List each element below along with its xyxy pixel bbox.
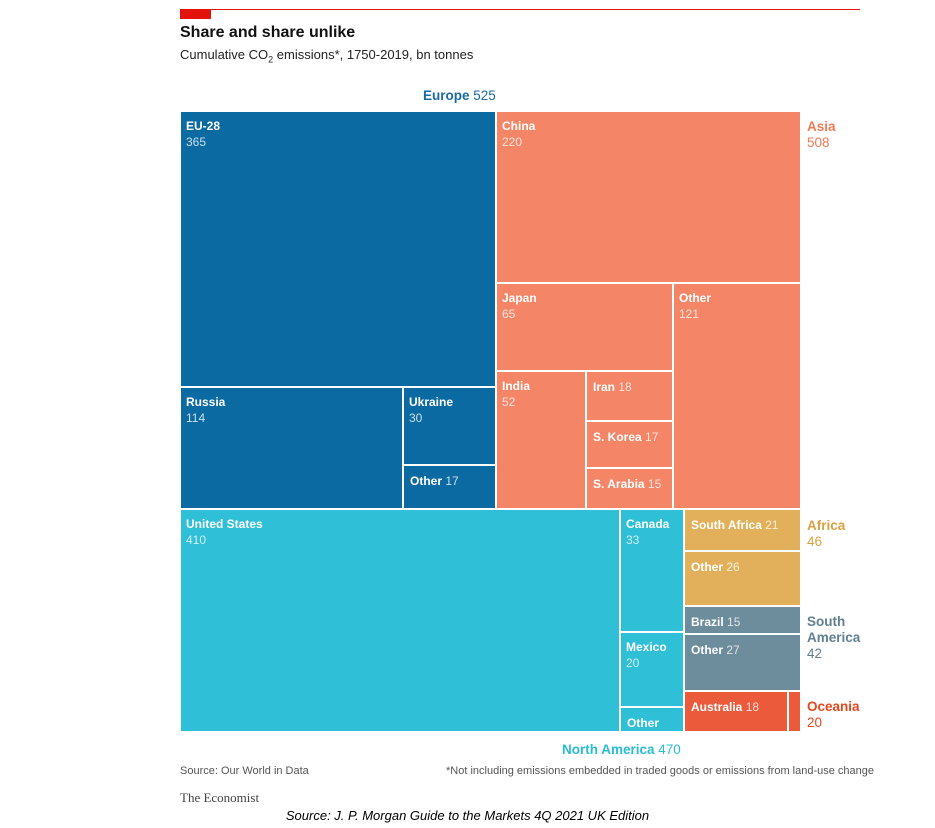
cell-asia-india (495, 370, 587, 510)
cell-asia-s-korea (585, 420, 674, 469)
cell-value-north-america-mexico: 20 (626, 656, 640, 670)
cell-label-africa-other: Other 26 (691, 560, 740, 574)
cell-value-north-america-canada: 33 (626, 533, 640, 547)
cell-value-south-america-brazil: 15 (724, 615, 741, 629)
cell-label-north-america-united-states: United States (186, 517, 263, 531)
cell-asia-s-arabia (585, 467, 674, 510)
cell-label-asia-india: India (502, 379, 530, 393)
cell-oceania-other (787, 690, 802, 733)
cell-label-asia-s-arabia: S. Arabia 15 (593, 477, 662, 491)
chart-title: Share and share unlike (180, 24, 356, 41)
cell-label-south-america-other: Other 27 (691, 643, 740, 657)
red-tag-accent (180, 9, 211, 19)
cell-label-asia-iran: Iran 18 (593, 380, 632, 394)
cell-value-asia-other: 121 (679, 307, 699, 321)
cell-value-europe-ukraine: 30 (409, 411, 423, 425)
subtitle-rest: emissions*, 1750-2019, bn tonnes (273, 47, 474, 62)
region-value-oceania: 20 (807, 715, 822, 730)
cell-label-asia-china: China (502, 119, 536, 133)
cell-value-europe-other: 17 (442, 474, 459, 488)
region-value-north-america: 470 (655, 742, 681, 757)
brand-wordmark: The Economist (180, 790, 260, 805)
cell-label-africa-south-africa: South Africa 21 (691, 518, 779, 532)
cell-label-europe-other: Other 17 (410, 474, 459, 488)
region-label-north-america: North America 470 (562, 742, 681, 757)
cell-europe-eu-28 (179, 110, 497, 388)
region-value-europe: 525 (470, 88, 496, 103)
cell-label-asia-japan: Japan (502, 291, 537, 305)
cell-asia-other (672, 282, 802, 510)
cell-south-america-other (683, 633, 802, 692)
cell-label-oceania-australia: Australia 18 (691, 700, 759, 714)
region-label-oceania: Oceania (807, 699, 860, 714)
region-label-asia: Asia (807, 119, 836, 134)
region-value-africa: 46 (807, 534, 822, 549)
region-value-asia: 508 (807, 135, 830, 150)
chart-subtitle: Cumulative CO2 emissions*, 1750-2019, bn… (180, 47, 473, 65)
cell-africa-other (683, 550, 802, 607)
cell-value-north-america-united-states: 410 (186, 533, 206, 547)
cell-value-asia-japan: 65 (502, 307, 516, 321)
cell-asia-japan (495, 282, 674, 372)
cell-north-america-united-states (179, 508, 621, 733)
region-label-south-america-line-1: South (807, 614, 845, 629)
footer-note: *Not including emissions embedded in tra… (446, 765, 875, 777)
cell-label-europe-eu-28: EU-28 (186, 119, 220, 133)
cell-value-oceania-australia: 18 (742, 700, 759, 714)
subtitle-subscript: 2 (268, 54, 274, 65)
footer-source: Source: Our World in Data (180, 765, 309, 777)
region-label-europe: Europe 525 (423, 88, 496, 103)
cell-north-america-canada (619, 508, 685, 633)
cell-value-europe-russia: 114 (186, 411, 205, 425)
cell-label-europe-russia: Russia (186, 395, 226, 409)
cell-label-north-america-other: Other (627, 716, 659, 730)
cell-value-asia-india: 52 (502, 395, 516, 409)
cell-value-asia-s-korea: 17 (642, 430, 659, 444)
cell-label-north-america-canada: Canada (626, 517, 670, 531)
top-rule (180, 9, 860, 10)
cell-value-asia-s-arabia: 15 (645, 477, 662, 491)
cell-label-north-america-mexico: Mexico (626, 640, 667, 654)
cell-value-africa-other: 26 (723, 560, 740, 574)
cell-asia-china (495, 110, 802, 284)
cell-value-asia-iran: 18 (615, 380, 632, 394)
cell-label-south-america-brazil: Brazil 15 (691, 615, 741, 629)
cell-north-america-other (619, 706, 685, 733)
subtitle-main: Cumulative CO (180, 47, 269, 62)
region-value-south-america: 42 (807, 646, 822, 661)
credit-line: Source: J. P. Morgan Guide to the Market… (285, 808, 650, 823)
cell-value-europe-eu-28: 365 (186, 135, 206, 149)
region-label-south-america-line-2: America (807, 630, 861, 645)
cell-south-america-brazil (683, 605, 802, 635)
cell-label-asia-other: Other (679, 291, 711, 305)
region-label-africa: Africa (807, 518, 846, 533)
cell-value-south-america-other: 27 (723, 643, 740, 657)
cell-asia-iran (585, 370, 674, 422)
cell-label-europe-ukraine: Ukraine (409, 395, 453, 409)
cell-value-africa-south-africa: 21 (762, 518, 779, 532)
cell-value-asia-china: 220 (502, 135, 522, 149)
cell-label-asia-s-korea: S. Korea 17 (593, 430, 659, 444)
